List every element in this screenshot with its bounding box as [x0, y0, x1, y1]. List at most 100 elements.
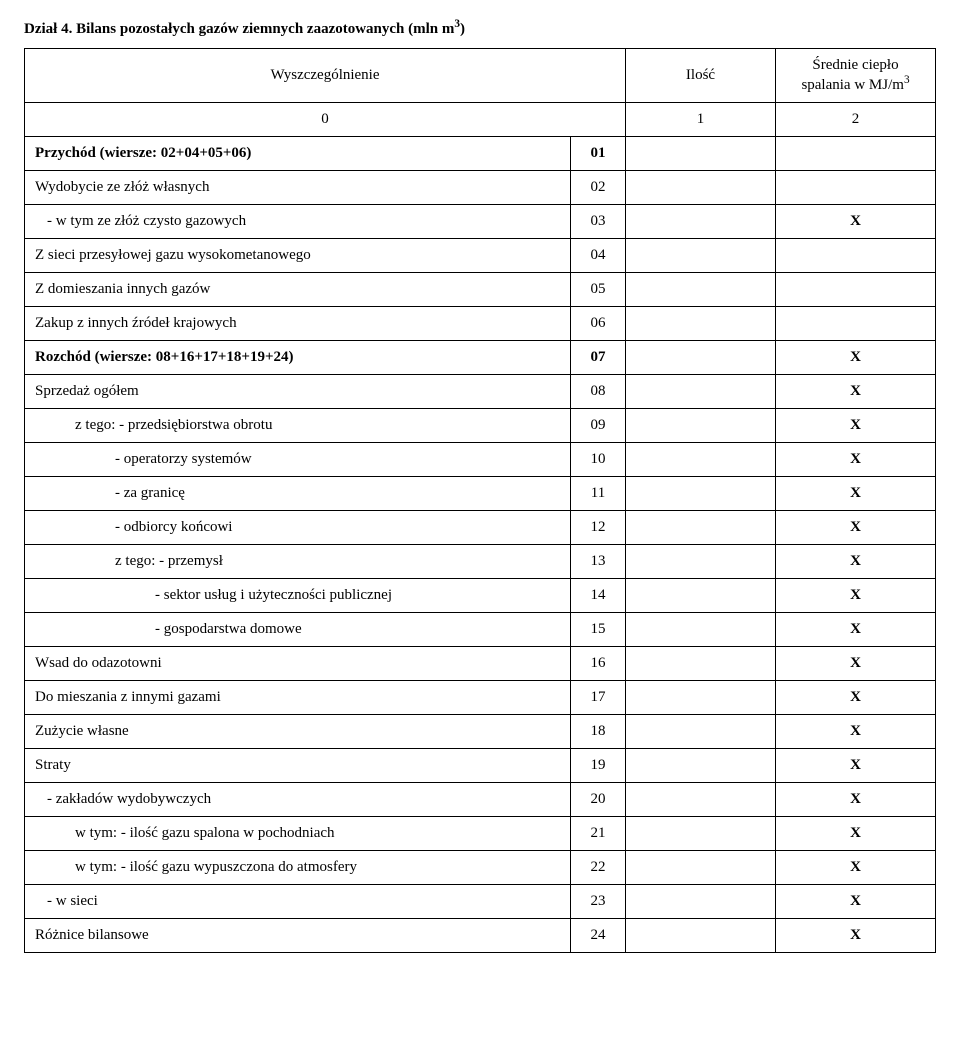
row-qty [626, 341, 776, 375]
table-body: Przychód (wiersze: 02+04+05+06)01Wydobyc… [25, 137, 936, 953]
row-code: 09 [570, 409, 625, 443]
row-label: Straty [25, 749, 571, 783]
row-heat: X [776, 817, 936, 851]
table-header-row: Wyszczególnienie Ilość Średnie ciepło sp… [25, 49, 936, 103]
row-heat [776, 171, 936, 205]
row-heat: X [776, 477, 936, 511]
row-qty [626, 579, 776, 613]
row-heat: X [776, 919, 936, 953]
row-heat [776, 137, 936, 171]
table-row: Z domieszania innych gazów05 [25, 273, 936, 307]
row-qty [626, 647, 776, 681]
row-code: 21 [570, 817, 625, 851]
row-heat: X [776, 341, 936, 375]
table-row: Do mieszania z innymi gazami17X [25, 681, 936, 715]
row-heat: X [776, 205, 936, 239]
table-row: Sprzedaż ogółem08 X [25, 375, 936, 409]
row-heat: X [776, 851, 936, 885]
table-row: - za granicę11X [25, 477, 936, 511]
row-code: 17 [570, 681, 625, 715]
row-label: Zużycie własne [25, 715, 571, 749]
row-label: z tego: - przedsiębiorstwa obrotu [25, 409, 571, 443]
row-heat: X [776, 715, 936, 749]
row-code: 24 [570, 919, 625, 953]
numrow-1: 1 [626, 103, 776, 137]
row-qty [626, 817, 776, 851]
row-qty [626, 477, 776, 511]
row-heat: X [776, 545, 936, 579]
row-qty [626, 715, 776, 749]
table-row: - gospodarstwa domowe15X [25, 613, 936, 647]
row-label: w tym: - ilość gazu wypuszczona do atmos… [25, 851, 571, 885]
table-row: Zakup z innych źródeł krajowych06 [25, 307, 936, 341]
header-qty: Ilość [626, 49, 776, 103]
header-heat-line2a: spalania w MJ/m [801, 77, 904, 93]
row-label: - zakładów wydobywczych [25, 783, 571, 817]
row-qty [626, 205, 776, 239]
table-row: - w tym ze złóż czysto gazowych03X [25, 205, 936, 239]
row-label: Zakup z innych źródeł krajowych [25, 307, 571, 341]
row-qty [626, 239, 776, 273]
row-heat [776, 239, 936, 273]
title-main: Bilans pozostałych gazów ziemnych zaazot… [76, 21, 454, 37]
row-heat: X [776, 443, 936, 477]
header-heat-sup: 3 [904, 74, 910, 86]
table-row: Wydobycie ze złóż własnych02 [25, 171, 936, 205]
row-label: Sprzedaż ogółem [25, 375, 571, 409]
row-heat: X [776, 749, 936, 783]
row-code: 10 [570, 443, 625, 477]
table-row: w tym: - ilość gazu wypuszczona do atmos… [25, 851, 936, 885]
row-qty [626, 749, 776, 783]
row-code: 13 [570, 545, 625, 579]
row-code: 20 [570, 783, 625, 817]
numrow-0: 0 [25, 103, 626, 137]
row-label: - operatorzy systemów [25, 443, 571, 477]
table-row: - zakładów wydobywczych20 X [25, 783, 936, 817]
row-label: Z domieszania innych gazów [25, 273, 571, 307]
row-label: Wydobycie ze złóż własnych [25, 171, 571, 205]
table-row: - odbiorcy końcowi12X [25, 511, 936, 545]
row-qty [626, 375, 776, 409]
row-label: - odbiorcy końcowi [25, 511, 571, 545]
table-row: Z sieci przesyłowej gazu wysokometanoweg… [25, 239, 936, 273]
row-label: - sektor usług i użyteczności publicznej [25, 579, 571, 613]
row-heat [776, 307, 936, 341]
table-row: Straty19X [25, 749, 936, 783]
table-row: - w sieci23X [25, 885, 936, 919]
row-qty [626, 851, 776, 885]
row-heat: X [776, 375, 936, 409]
row-code: 04 [570, 239, 625, 273]
row-heat [776, 273, 936, 307]
row-code: 15 [570, 613, 625, 647]
row-code: 14 [570, 579, 625, 613]
table-row: z tego: - przedsiębiorstwa obrotu09X [25, 409, 936, 443]
row-label: w tym: - ilość gazu spalona w pochodniac… [25, 817, 571, 851]
row-qty [626, 409, 776, 443]
row-heat: X [776, 885, 936, 919]
table-row: w tym: - ilość gazu spalona w pochodniac… [25, 817, 936, 851]
row-label: z tego: - przemysł [25, 545, 571, 579]
row-qty [626, 137, 776, 171]
table-row: Przychód (wiersze: 02+04+05+06)01 [25, 137, 936, 171]
row-qty [626, 511, 776, 545]
table-row: Zużycie własne18X [25, 715, 936, 749]
table-numrow: 0 1 2 [25, 103, 936, 137]
table-row: - operatorzy systemów10 X [25, 443, 936, 477]
row-code: 08 [570, 375, 625, 409]
title-suffix: ) [460, 21, 465, 37]
row-code: 02 [570, 171, 625, 205]
balance-table: Wyszczególnienie Ilość Średnie ciepło sp… [24, 48, 936, 953]
row-label: Z sieci przesyłowej gazu wysokometanoweg… [25, 239, 571, 273]
row-code: 23 [570, 885, 625, 919]
header-heat: Średnie ciepło spalania w MJ/m3 [776, 49, 936, 103]
table-row: Różnice bilansowe24 X [25, 919, 936, 953]
row-qty [626, 885, 776, 919]
row-label: Przychód (wiersze: 02+04+05+06) [25, 137, 571, 171]
header-label: Wyszczególnienie [25, 49, 626, 103]
row-qty [626, 171, 776, 205]
row-qty [626, 545, 776, 579]
row-heat: X [776, 783, 936, 817]
row-code: 22 [570, 851, 625, 885]
row-qty [626, 307, 776, 341]
row-label: Różnice bilansowe [25, 919, 571, 953]
